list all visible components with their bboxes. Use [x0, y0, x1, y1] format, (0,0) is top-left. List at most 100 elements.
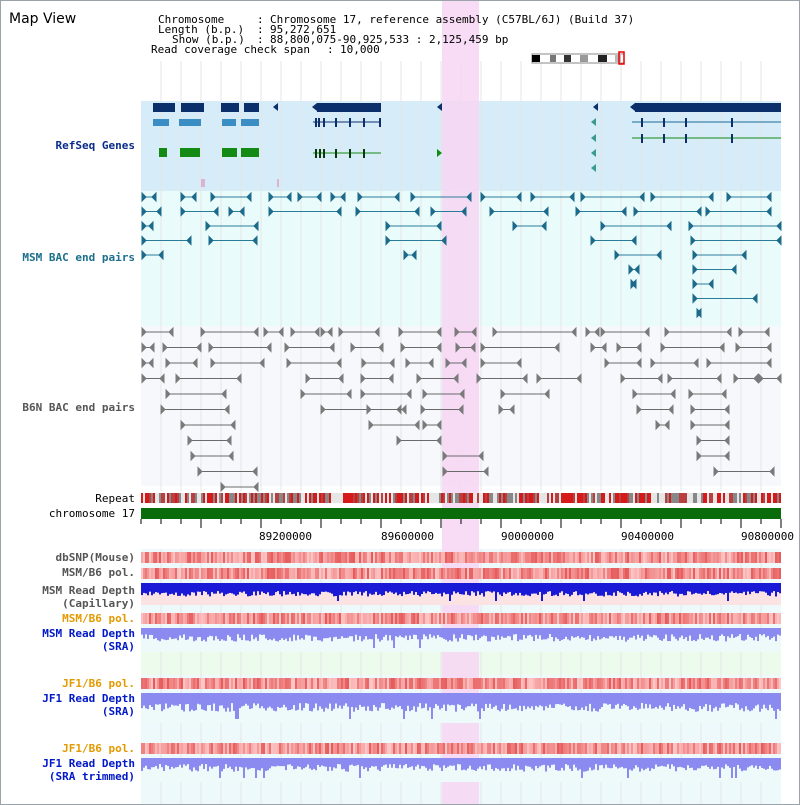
depth-bar: [579, 628, 581, 639]
bac-end: [724, 450, 730, 462]
polymorphism-cell: [493, 678, 495, 689]
track-label-jf1-b6-pol-2[interactable]: JF1/B6 pol.: [62, 742, 135, 755]
polymorphism-cell: [747, 613, 749, 624]
depth-bar: [269, 628, 271, 640]
depth-bar: [423, 628, 425, 635]
polymorphism-cell: [341, 678, 343, 689]
polymorphism-cell: [593, 613, 595, 624]
depth-bar: [565, 583, 567, 594]
depth-bar: [673, 758, 675, 767]
polymorphism-cell: [177, 568, 179, 579]
bac-end: [186, 235, 192, 246]
depth-bar: [501, 628, 503, 637]
polymorphism-cell: [423, 743, 425, 754]
track-label-jf1-depth-sra-1[interactable]: JF1 Read Depth: [42, 692, 135, 705]
polymorphism-cell: [453, 613, 455, 624]
polymorphism-cell: [381, 568, 383, 579]
depth-bar: [335, 628, 337, 637]
polymorphism-cell: [745, 568, 747, 579]
repeat-block: [581, 493, 583, 503]
depth-bar: [517, 693, 519, 711]
polymorphism-cell: [691, 568, 693, 579]
polymorphism-cell: [537, 552, 539, 563]
depth-bar: [347, 693, 349, 707]
polymorphism-cell: [431, 678, 433, 689]
depth-bar: [707, 758, 709, 767]
polymorphism-cell: [543, 552, 545, 563]
polymorphism-cell: [769, 743, 771, 754]
bac-end: [708, 191, 714, 203]
track-label-msm-b6-pol-2[interactable]: MSM/B6 pol.: [62, 612, 135, 625]
bac-end: [350, 342, 356, 353]
polymorphism-cell: [657, 552, 659, 563]
depth-bar: [555, 693, 557, 705]
bac-end: [590, 235, 596, 246]
depth-bar: [775, 583, 777, 597]
track-label-dbsnp[interactable]: dbSNP(Mouse): [55, 551, 135, 564]
depth-bar: [265, 758, 267, 771]
polymorphism-cell: [507, 678, 509, 689]
repeat-block: [295, 493, 297, 503]
depth-bar: [175, 693, 177, 706]
polymorphism-cell: [625, 613, 627, 624]
polymorphism-cell: [165, 678, 167, 689]
repeat-block: [769, 493, 771, 503]
polymorphism-cell: [543, 613, 545, 624]
depth-bar: [375, 693, 377, 708]
polymorphism-cell: [303, 568, 305, 579]
depth-bar: [315, 628, 317, 637]
bac-end: [414, 419, 420, 431]
polymorphism-cell: [779, 552, 781, 563]
depth-bar: [435, 583, 437, 593]
gene-exon: [335, 149, 337, 158]
polymorphism-cell: [527, 613, 529, 624]
depth-bar: [235, 628, 237, 642]
track-label-jf1-depth-trim-1[interactable]: JF1 Read Depth: [42, 757, 135, 770]
track-label-msm-b6-pol-1[interactable]: MSM/B6 pol.: [62, 566, 135, 579]
polymorphism-cell: [373, 568, 375, 579]
depth-bar: [183, 583, 185, 596]
bac-end: [405, 357, 411, 369]
polymorphism-cell: [333, 552, 335, 563]
depth-bar: [673, 583, 675, 594]
track-label-b6n-bac[interactable]: B6N BAC end pairs: [22, 401, 135, 414]
polymorphism-cell: [467, 568, 469, 579]
depth-bar: [721, 628, 723, 635]
depth-bar: [145, 628, 147, 635]
depth-bar: [661, 758, 663, 766]
track-label-jf1-b6-pol-1[interactable]: JF1/B6 pol.: [62, 677, 135, 690]
depth-bar: [603, 693, 605, 704]
polymorphism-cell: [717, 743, 719, 754]
polymorphism-cell: [161, 613, 163, 624]
polymorphism-cell: [689, 743, 691, 754]
polymorphism-cell: [505, 552, 507, 563]
repeat-block: [519, 493, 521, 503]
polymorphism-cell: [375, 678, 377, 689]
depth-bar: [303, 628, 305, 640]
track-label-msm-depth-capillary-1[interactable]: MSM Read Depth: [42, 584, 135, 597]
repeat-block: [741, 493, 743, 503]
polymorphism-cell: [599, 743, 601, 754]
depth-bar: [301, 758, 303, 770]
track-label-msm-bac[interactable]: MSM BAC end pairs: [22, 251, 135, 264]
track-label-msm-depth-sra-1[interactable]: MSM Read Depth: [42, 627, 135, 640]
depth-bar: [511, 628, 513, 641]
polymorphism-cell: [619, 613, 621, 624]
depth-bar: [143, 758, 145, 768]
bac-end: [338, 326, 344, 338]
depth-bar: [733, 693, 735, 708]
track-label-refseq[interactable]: RefSeq Genes: [55, 139, 135, 152]
depth-bar: [621, 583, 623, 594]
polymorphism-cell: [377, 568, 379, 579]
polymorphism-cell: [299, 613, 301, 624]
depth-bar: [225, 693, 227, 712]
polymorphism-cell: [477, 552, 479, 563]
repeat-block: [307, 493, 309, 503]
depth-bar: [489, 583, 491, 592]
depth-bar: [475, 693, 477, 704]
polymorphism-cell: [467, 743, 469, 754]
polymorphism-cell: [329, 613, 331, 624]
depth-bar: [499, 758, 501, 771]
depth-bar: [767, 583, 769, 596]
